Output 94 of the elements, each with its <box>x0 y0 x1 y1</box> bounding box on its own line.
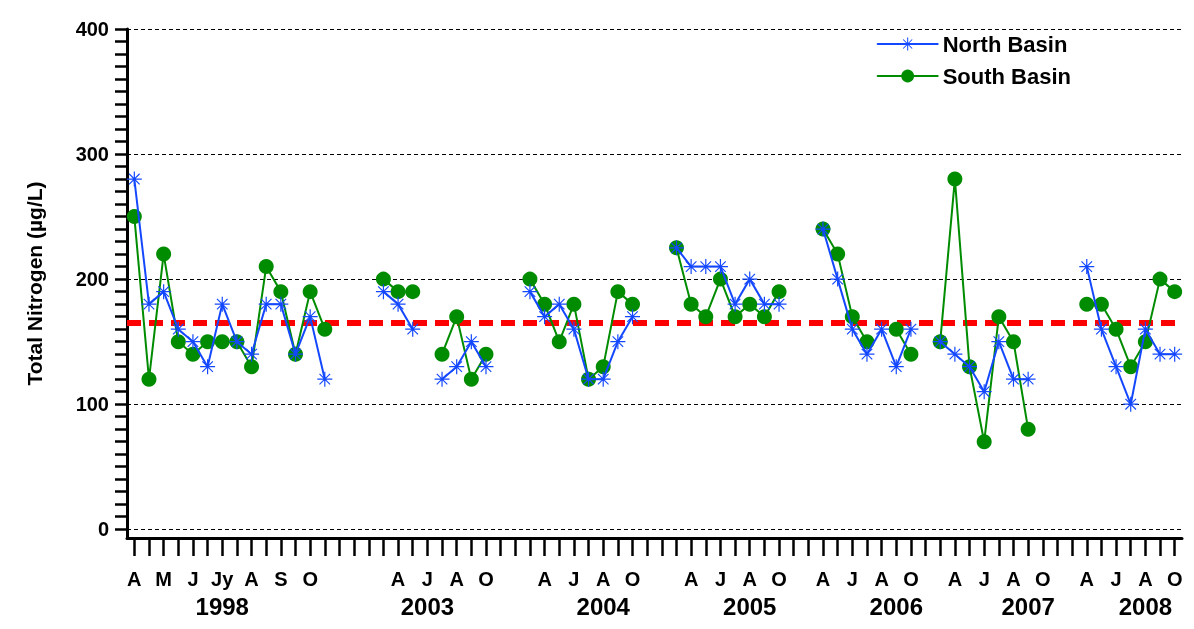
x-tick-label: O <box>478 568 494 590</box>
point <box>991 309 1007 325</box>
point <box>434 371 450 387</box>
point <box>888 321 904 337</box>
point <box>463 371 479 387</box>
point <box>449 309 465 325</box>
x-tick-label: O <box>302 568 318 590</box>
x-tick-label: A <box>244 568 259 590</box>
point <box>991 334 1007 350</box>
point <box>522 271 538 287</box>
point <box>771 284 787 300</box>
point <box>566 296 582 312</box>
x-tick-label: O <box>1166 568 1183 590</box>
point <box>874 321 890 337</box>
point <box>1123 359 1139 375</box>
point <box>903 321 919 337</box>
point <box>375 271 391 287</box>
point <box>976 434 992 450</box>
point <box>683 296 699 312</box>
x-tick-label: 2006 <box>869 592 923 620</box>
x-tick-label: J <box>846 568 858 590</box>
x-tick-label: A <box>537 568 552 590</box>
point <box>1137 321 1153 337</box>
point <box>1093 321 1109 337</box>
y-tick-label: 100 <box>75 393 109 416</box>
point <box>1005 371 1021 387</box>
point <box>756 309 772 325</box>
point <box>302 284 318 300</box>
point <box>258 259 274 275</box>
point <box>1006 334 1021 350</box>
point <box>214 334 230 350</box>
point <box>698 309 714 325</box>
point <box>170 334 186 350</box>
point <box>478 359 494 375</box>
point <box>742 296 758 312</box>
point <box>522 284 538 300</box>
point <box>903 346 919 362</box>
point <box>273 284 289 300</box>
point <box>1152 346 1168 362</box>
x-tick-label: A <box>1006 568 1021 590</box>
point <box>610 284 626 300</box>
point <box>859 346 875 362</box>
point <box>317 321 333 337</box>
point <box>405 284 421 300</box>
y-tick-label: 300 <box>75 143 109 166</box>
point <box>141 371 157 387</box>
x-tick-label: O <box>903 568 919 590</box>
x-tick-label: 2007 <box>1001 592 1055 620</box>
point <box>1020 421 1036 437</box>
point <box>244 359 260 375</box>
y-axis-title: Total Nitrogen (µg/L) <box>23 181 46 386</box>
point <box>551 334 567 350</box>
point <box>1167 284 1183 300</box>
x-tick-label: J <box>714 568 726 590</box>
point <box>683 259 699 275</box>
x-tick-label: A <box>874 568 889 590</box>
x-tick-label: O <box>1035 568 1051 590</box>
x-tick-label: A <box>449 568 464 590</box>
point <box>830 271 846 287</box>
x-tick-label: A <box>683 568 699 590</box>
point <box>434 346 450 362</box>
x-tick-label: A <box>947 568 963 590</box>
legend-label: South Basin <box>942 63 1072 89</box>
point <box>244 346 260 362</box>
y-tick-label: 400 <box>75 18 109 40</box>
y-tick-label: 200 <box>75 268 109 291</box>
legend-label: North Basin <box>942 31 1068 57</box>
point <box>126 171 142 187</box>
point <box>947 171 963 187</box>
x-tick-label: S <box>274 568 288 590</box>
y-tick-label: 0 <box>97 518 109 541</box>
x-tick-label: A <box>1079 568 1094 590</box>
point <box>1079 296 1095 312</box>
point <box>566 321 582 337</box>
point <box>1152 271 1168 287</box>
point <box>390 296 406 312</box>
point <box>1108 321 1124 337</box>
point <box>830 246 846 262</box>
point <box>610 334 626 350</box>
x-tick-label: J <box>568 568 580 590</box>
point <box>698 259 714 275</box>
point <box>727 309 743 325</box>
x-tick-label: A <box>815 568 831 590</box>
point <box>390 284 406 300</box>
point <box>625 296 641 312</box>
x-tick-label: A <box>127 568 142 590</box>
point <box>156 246 172 262</box>
x-tick-label: M <box>155 568 172 590</box>
x-tick-label: J <box>978 568 990 590</box>
point <box>1108 359 1124 375</box>
point <box>727 296 743 312</box>
point <box>185 334 201 350</box>
point <box>756 296 772 312</box>
point <box>302 309 318 325</box>
